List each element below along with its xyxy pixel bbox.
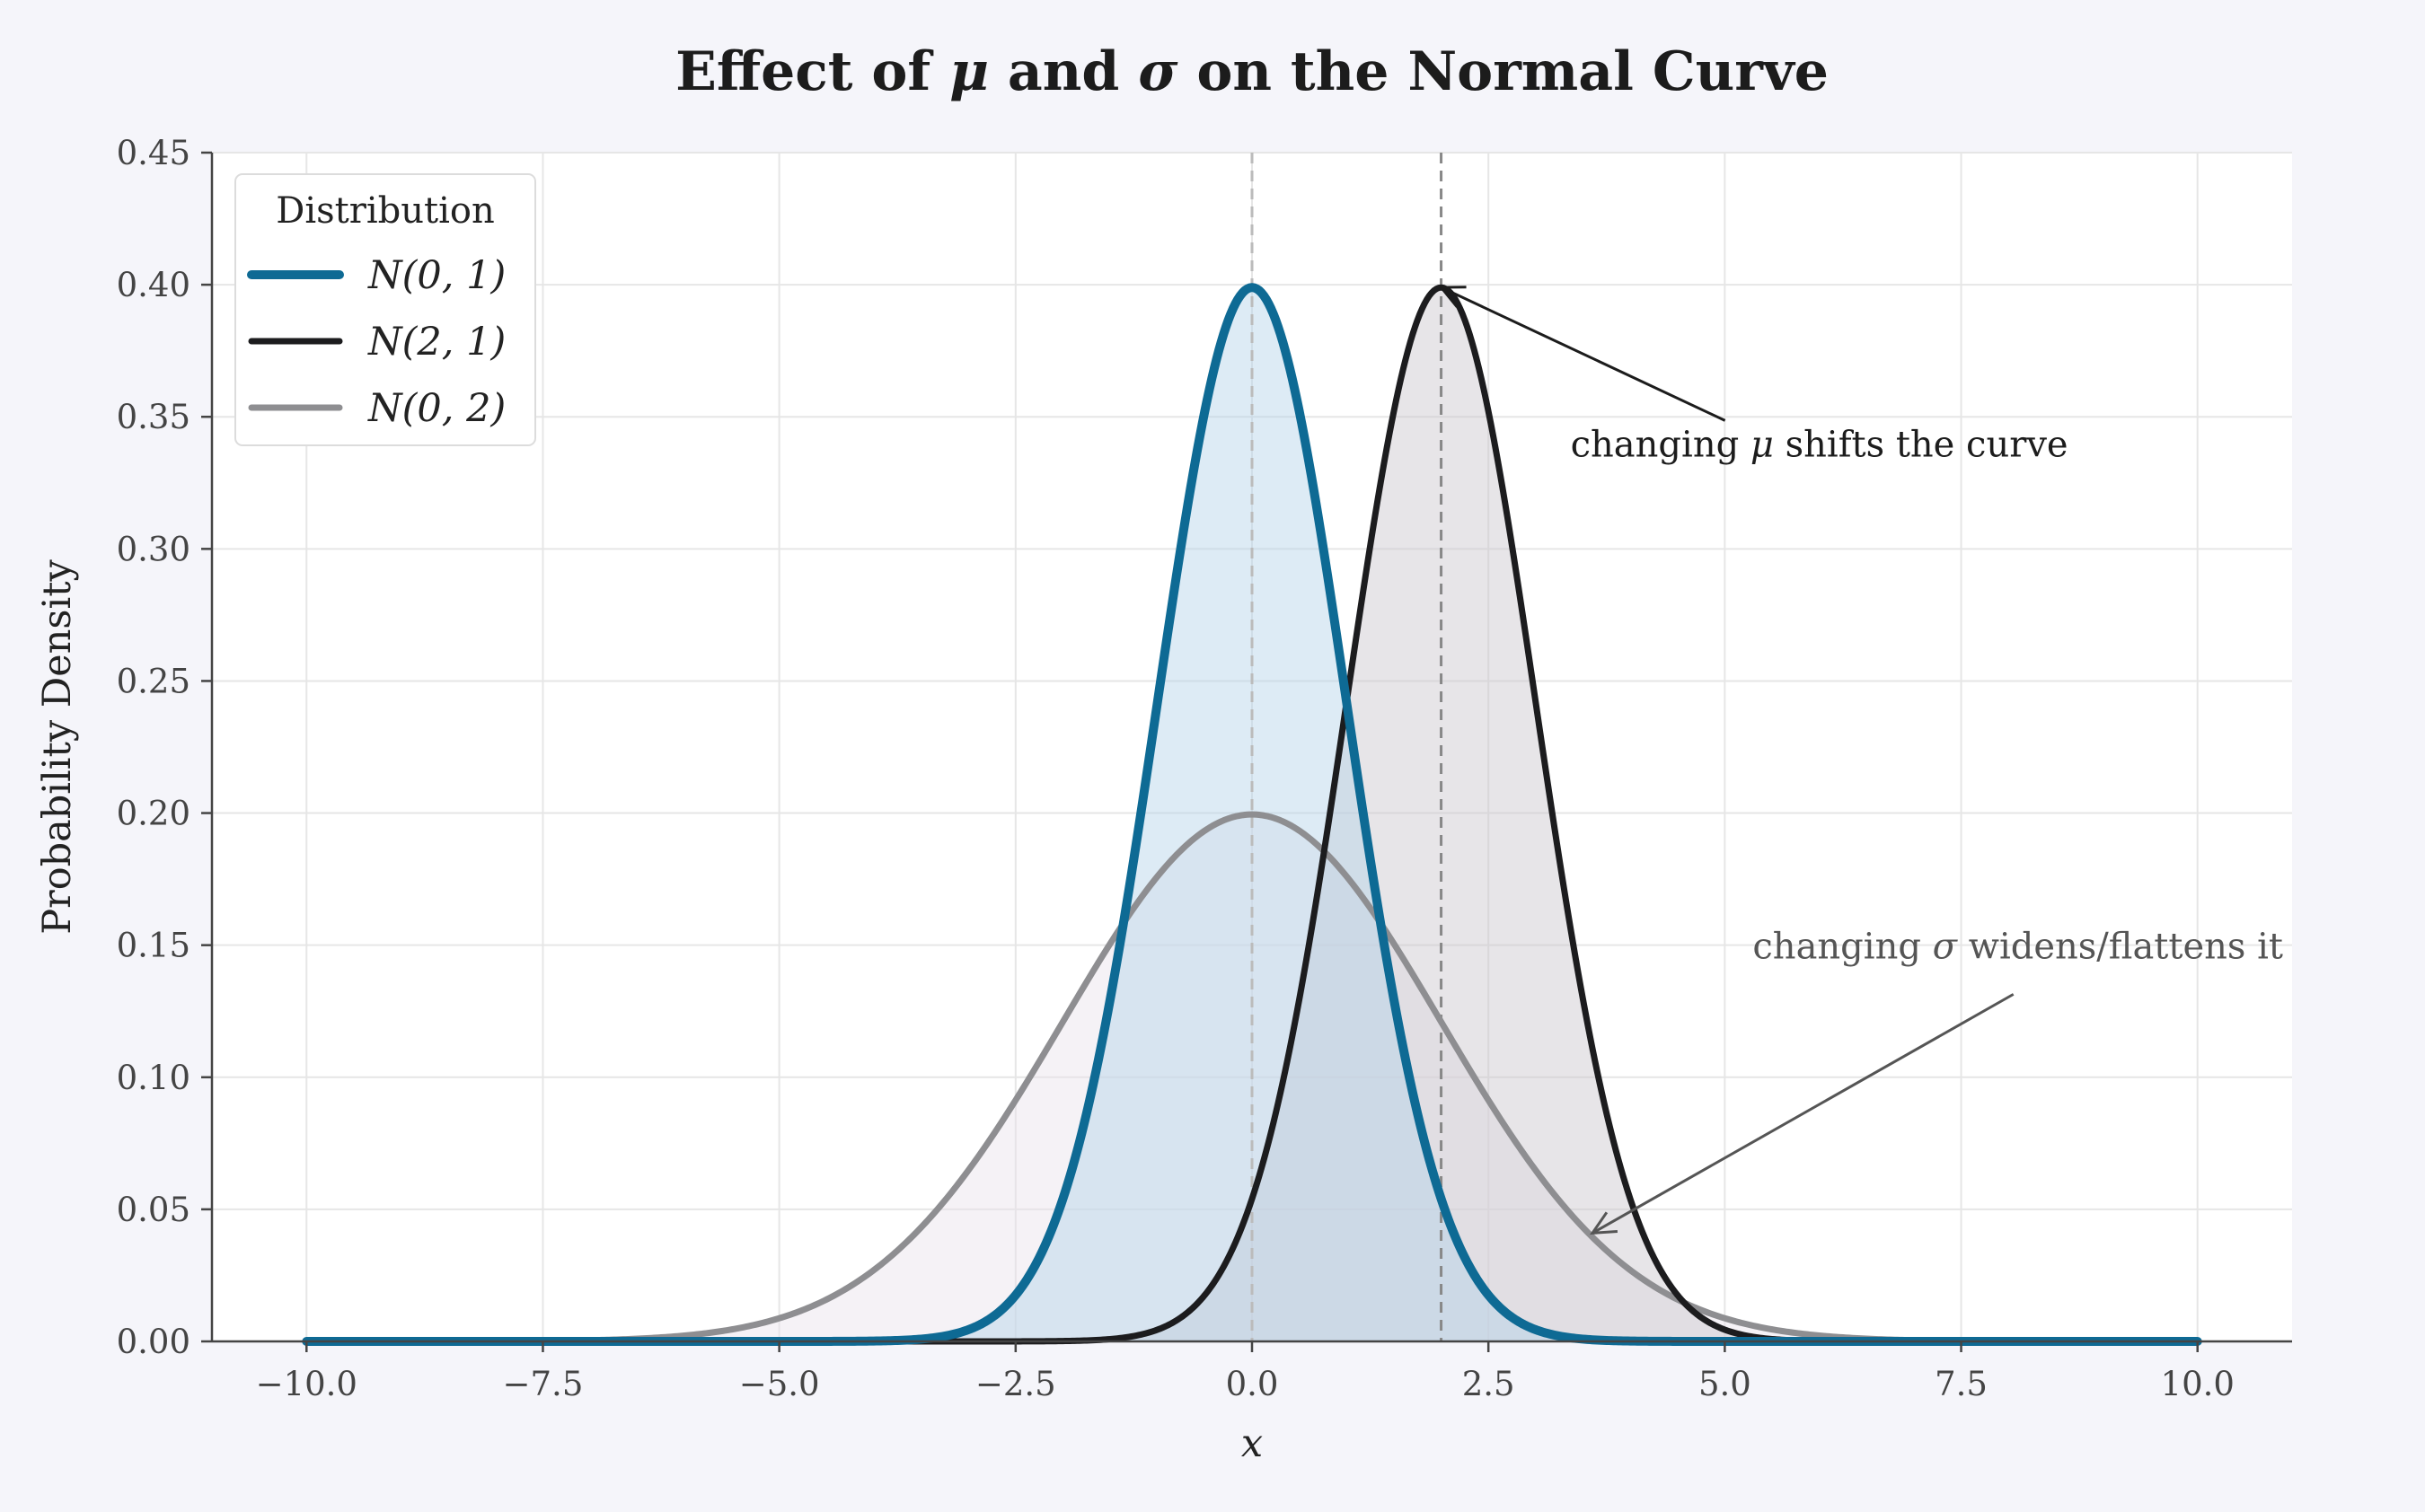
y-axis-label: Probability Density bbox=[35, 559, 80, 935]
annotation-text-0: changing μ shifts the curve bbox=[1571, 424, 2068, 465]
x-tick-label: 0.0 bbox=[1226, 1365, 1279, 1403]
text-part: σ bbox=[1138, 40, 1178, 103]
y-tick-label: 0.20 bbox=[117, 795, 190, 833]
y-tick-label: 0.15 bbox=[117, 927, 190, 965]
legend: Distribution N(0, 1) N(2, 1) N(0, 2) bbox=[234, 173, 536, 446]
x-tick-label: 2.5 bbox=[1462, 1365, 1515, 1403]
annotation-arrowhead-0 bbox=[1438, 286, 1467, 308]
y-tick-label: 0.05 bbox=[117, 1191, 190, 1229]
text-part: shifts the curve bbox=[1774, 424, 2068, 465]
text-part: widens/flattens it bbox=[1957, 926, 2283, 967]
text-part: μ bbox=[1750, 424, 1774, 465]
annotation-arrow-1 bbox=[1592, 993, 2015, 1235]
text-part: σ bbox=[1933, 926, 1959, 967]
annotation-text-1: changing σ widens/flattens it bbox=[1752, 926, 2283, 967]
text-part: and bbox=[989, 40, 1138, 103]
legend-label-0: N(0, 1) bbox=[367, 253, 506, 298]
chart-title: Effect of μ and σ on the Normal Curve bbox=[675, 40, 1829, 103]
text-part: changing bbox=[1752, 926, 1932, 967]
x-tick-label: −7.5 bbox=[503, 1365, 584, 1403]
y-tick-label: 0.00 bbox=[117, 1323, 190, 1361]
tick-labels: −10.0 −7.5 −5.0 −2.5 0.0 2.5 5.0 7.5 10.0 0.00 0.0… bbox=[117, 134, 2235, 1403]
y-tick-label: 0.25 bbox=[117, 662, 190, 700]
y-tick-label: 0.40 bbox=[117, 266, 190, 304]
x-tick-label: −10.0 bbox=[256, 1365, 357, 1403]
legend-box bbox=[234, 173, 536, 446]
x-tick-label: −2.5 bbox=[975, 1365, 1056, 1403]
x-tick-label: 7.5 bbox=[1935, 1365, 1988, 1403]
text-part: μ bbox=[949, 40, 989, 103]
legend-title: Distribution bbox=[276, 190, 494, 232]
legend-label-1: N(2, 1) bbox=[367, 320, 506, 365]
annotation-arrowhead-1 bbox=[1589, 1211, 1618, 1235]
reference-lines bbox=[1250, 153, 1443, 1341]
x-axis-label: x bbox=[1241, 1421, 1263, 1466]
annotation-arrow-0 bbox=[1440, 286, 1726, 422]
y-tick-label: 0.10 bbox=[117, 1059, 190, 1097]
y-tick-label: 0.30 bbox=[117, 530, 190, 568]
y-tick-label: 0.45 bbox=[117, 134, 190, 172]
x-tick-label: 5.0 bbox=[1698, 1365, 1751, 1403]
x-tick-label: 10.0 bbox=[2161, 1365, 2235, 1403]
x-tick-label: −5.0 bbox=[739, 1365, 820, 1403]
text-part: changing bbox=[1571, 424, 1750, 465]
legend-label-2: N(0, 2) bbox=[367, 386, 506, 431]
text-part: Effect of bbox=[675, 40, 949, 103]
y-tick-label: 0.35 bbox=[117, 398, 190, 436]
text-part: on the Normal Curve bbox=[1178, 40, 1829, 103]
